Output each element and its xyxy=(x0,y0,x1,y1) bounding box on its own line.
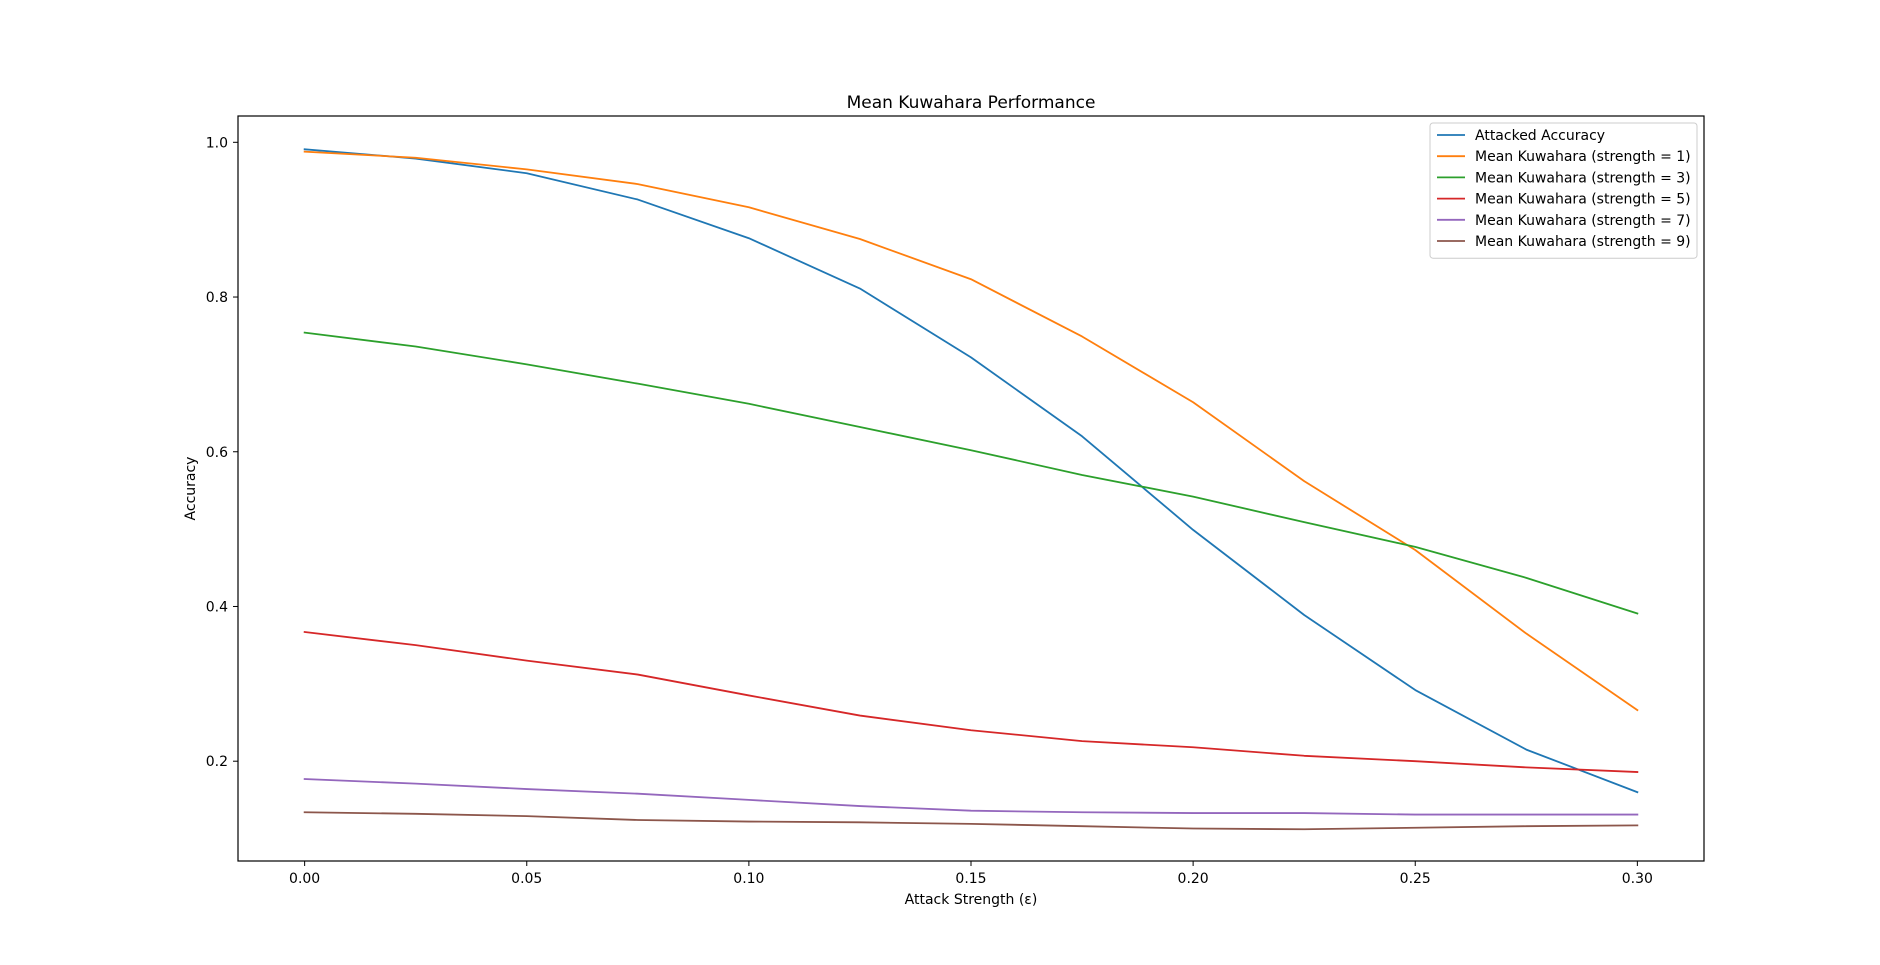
x-tick-label: 0.10 xyxy=(733,871,764,887)
legend-label: Mean Kuwahara (strength = 5) xyxy=(1475,192,1691,208)
x-tick-label: 0.25 xyxy=(1400,871,1431,887)
x-axis-label: Attack Strength (ε) xyxy=(905,892,1038,908)
x-axis: 0.00 0.05 0.10 0.15 0.20 0.25 0.30 xyxy=(289,861,1653,887)
series-line-6 xyxy=(303,811,1639,831)
x-tick-label: 0.00 xyxy=(289,871,320,887)
series-line-5 xyxy=(303,778,1639,816)
series-line-1 xyxy=(303,148,1639,794)
x-tick-label: 0.05 xyxy=(511,871,542,887)
legend-label: Mean Kuwahara (strength = 7) xyxy=(1475,213,1691,229)
x-tick-label: 0.30 xyxy=(1622,871,1653,887)
legend-label: Mean Kuwahara (strength = 9) xyxy=(1475,234,1691,250)
y-tick-label: 0.4 xyxy=(206,599,228,615)
y-tick-label: 1.0 xyxy=(206,135,228,151)
y-tick-label: 0.6 xyxy=(206,445,228,461)
y-axis-label: Accuracy xyxy=(183,457,199,521)
legend-label: Mean Kuwahara (strength = 3) xyxy=(1475,170,1691,186)
series-line-4 xyxy=(303,631,1639,773)
x-tick-label: 0.20 xyxy=(1178,871,1209,887)
series-line-2 xyxy=(303,150,1639,712)
legend-box xyxy=(1429,122,1698,259)
legend: Attacked Accuracy Mean Kuwahara (strength… xyxy=(1429,122,1698,259)
y-axis: 0.2 0.4 0.6 0.8 1.0 xyxy=(206,135,238,770)
y-tick-label: 0.8 xyxy=(206,290,228,306)
series-line-3 xyxy=(303,331,1639,615)
chart-title: Mean Kuwahara Performance xyxy=(847,93,1096,113)
x-tick-label: 0.15 xyxy=(955,871,986,887)
legend-label: Mean Kuwahara (strength = 1) xyxy=(1475,149,1691,165)
y-tick-label: 0.2 xyxy=(206,754,228,770)
plot-area xyxy=(303,148,1639,831)
legend-label: Attacked Accuracy xyxy=(1475,128,1605,144)
